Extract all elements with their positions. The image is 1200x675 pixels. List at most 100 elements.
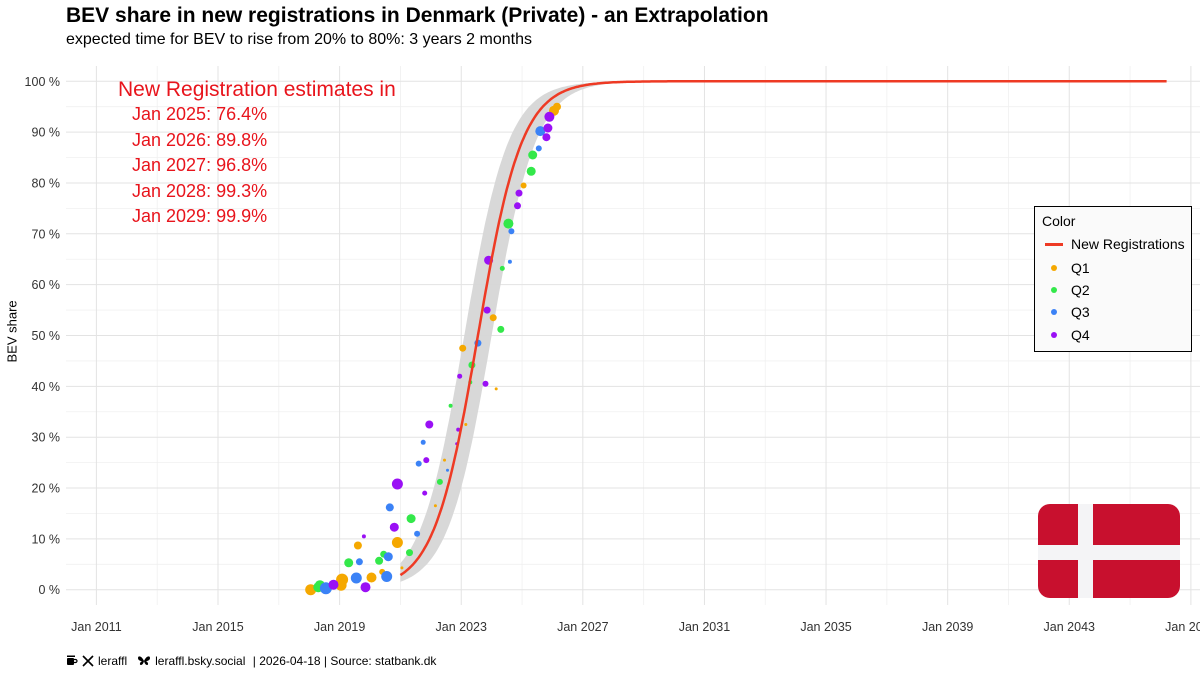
data-point-q1 — [464, 423, 468, 426]
legend-label: New Registrations — [1071, 236, 1185, 252]
data-point-q3 — [535, 145, 542, 152]
data-point-q3 — [385, 503, 394, 512]
data-point-q1 — [443, 458, 446, 462]
data-point-q2 — [344, 558, 354, 568]
x-tick-label: Jan 2031 — [679, 620, 730, 634]
y-tick-label: 0 % — [38, 583, 60, 597]
data-point-q4 — [423, 457, 430, 464]
data-point-q3 — [383, 552, 393, 562]
data-point-q2 — [406, 514, 416, 524]
data-point-q2 — [497, 325, 505, 333]
data-point-q4 — [328, 579, 339, 590]
fit-curve — [399, 80, 1167, 577]
x-tick-label: Jan 2043 — [1044, 620, 1095, 634]
data-point-q3 — [446, 468, 449, 472]
x-tick-label: Jan 2035 — [800, 620, 851, 634]
estimate-2025: Jan 2025: 76.4% — [132, 104, 268, 124]
y-tick-label: 60 % — [32, 278, 61, 292]
coffee-icon — [67, 655, 78, 665]
data-point-q4 — [483, 306, 491, 314]
denmark-flag — [1038, 504, 1180, 598]
legend-label: Q4 — [1071, 327, 1090, 343]
legend-label: Q1 — [1071, 260, 1090, 276]
data-point-q4 — [361, 534, 366, 539]
data-point-q4 — [544, 111, 555, 122]
data-point-q1 — [489, 314, 497, 322]
y-tick-label: 90 % — [32, 126, 61, 140]
data-point-q4 — [360, 582, 371, 593]
data-point-q4 — [543, 123, 553, 133]
legend-label: Q3 — [1071, 304, 1090, 320]
caption: leraffl leraffl.bsky.social | 2026-04-18… — [66, 654, 436, 668]
data-point-q1 — [400, 566, 404, 570]
confidence-band-area — [400, 81, 659, 582]
data-point-q2 — [406, 549, 413, 557]
butterfly-icon — [138, 656, 151, 665]
legend-item-q2: Q2 — [1043, 282, 1090, 298]
legend-line-key — [1045, 243, 1063, 246]
data-point-q2 — [499, 265, 505, 271]
data-point-q1 — [391, 537, 403, 548]
y-tick-label: 100 % — [25, 75, 60, 89]
legend-dot-q1 — [1051, 265, 1057, 271]
data-point-q2 — [528, 150, 538, 160]
data-point-q3 — [508, 228, 515, 235]
fit-curve-line — [399, 80, 1167, 577]
data-point-q1 — [336, 573, 349, 586]
x-tick-label: Jan 2015 — [192, 620, 243, 634]
y-tick-label: 40 % — [32, 380, 61, 394]
legend-title: Color — [1042, 213, 1076, 229]
legend-item-q1: Q1 — [1043, 260, 1090, 276]
y-tick-label: 20 % — [32, 482, 61, 496]
data-point-q4 — [422, 490, 428, 496]
y-tick-label: 70 % — [32, 227, 61, 241]
data-point-q3 — [507, 259, 512, 264]
x-tick-labels: Jan 2011 Jan 2015 Jan 2019 Jan 2023 Jan 2027… — [71, 620, 1200, 634]
data-point-q4 — [515, 189, 523, 197]
data-point-q3 — [381, 571, 393, 582]
y-tick-label: 80 % — [32, 176, 61, 190]
estimate-2027: Jan 2027: 96.8% — [132, 155, 268, 175]
data-point-q2 — [436, 478, 443, 485]
data-point-q1 — [353, 541, 362, 550]
data-point-q4 — [425, 420, 434, 429]
data-point-q1 — [553, 102, 561, 111]
data-point-q4 — [542, 133, 551, 142]
x-icon — [82, 655, 94, 667]
estimate-2026: Jan 2026: 89.8% — [132, 129, 268, 150]
data-point-q3 — [420, 439, 426, 445]
data-point-q2 — [526, 166, 536, 176]
chart-subtitle: expected time for BEV to rise from 20% t… — [66, 31, 532, 48]
legend-item-q4: Q4 — [1043, 327, 1090, 343]
y-tick-labels: 0 % 10 % 20 % 30 % 40 % 50 % 60 % 70 % 80 % 90 % 1… — [25, 75, 60, 597]
data-point-q2 — [448, 403, 453, 408]
caption-handle-x: leraffl — [98, 654, 128, 668]
legend: Color New Registrations Q1 Q2 Q3 Q4 — [1034, 206, 1192, 352]
data-point-q1 — [366, 572, 377, 583]
legend-label: Q2 — [1071, 282, 1090, 298]
flag-cross-horizontal — [1038, 545, 1180, 560]
x-tick-label: Jan 2047 — [1165, 620, 1200, 634]
confidence-band — [400, 81, 659, 582]
legend-item-new-registrations: New Registrations — [1043, 236, 1185, 252]
data-point-q3 — [415, 460, 422, 467]
legend-item-q3: Q3 — [1043, 304, 1090, 320]
x-tick-label: Jan 2039 — [922, 620, 973, 634]
data-point-q4 — [457, 373, 463, 379]
estimate-2028: Jan 2028: 99.3% — [132, 180, 268, 201]
data-point-q2 — [375, 556, 384, 565]
data-point-q4 — [482, 380, 489, 387]
data-point-q1 — [459, 344, 467, 352]
caption-source: | 2026-04-18 | Source: statbank.dk — [249, 654, 437, 668]
grid-major — [66, 66, 1200, 605]
data-point-q1 — [494, 387, 498, 391]
legend-dot-q4 — [1051, 332, 1057, 338]
data-point-q4 — [391, 478, 403, 490]
data-point-q4 — [514, 202, 521, 210]
x-tick-label: Jan 2011 — [71, 620, 122, 634]
chart-title: BEV share in new registrations in Denmar… — [66, 4, 769, 27]
data-point-q3 — [535, 126, 546, 137]
data-point-q1 — [433, 504, 437, 508]
data-point-q4 — [456, 427, 461, 432]
